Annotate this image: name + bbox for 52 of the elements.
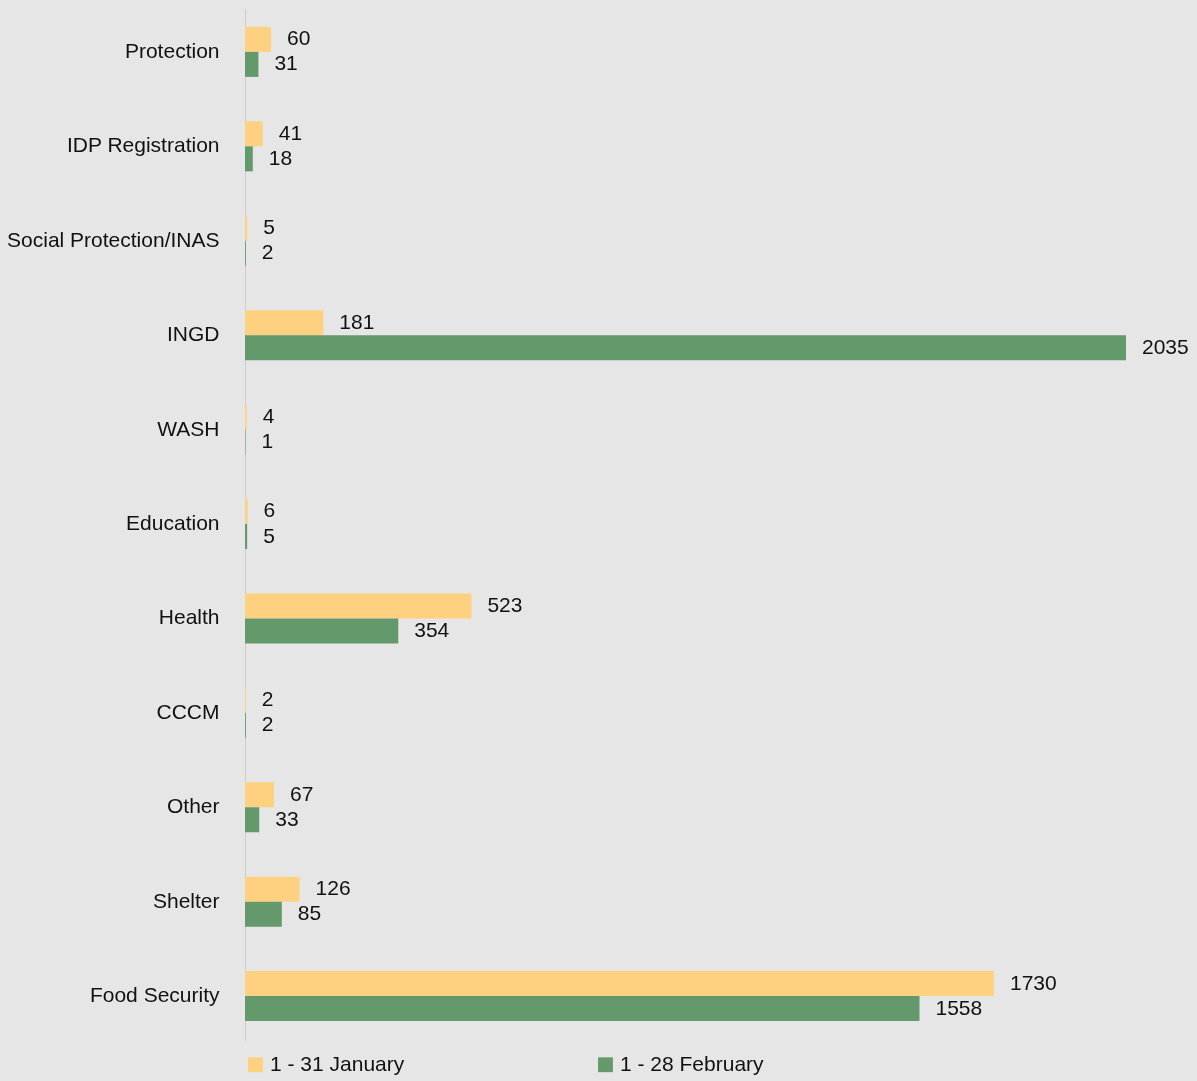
data-label: 67 [290,781,314,805]
bar [245,121,263,147]
data-label: 4 [262,404,275,428]
bar [245,310,324,336]
data-label: 1558 [935,995,983,1019]
bar [245,593,472,619]
y-tick-label: CCCM [156,699,220,723]
y-tick-label: IDP Registration [66,133,220,157]
bar [245,782,275,808]
data-label: 523 [487,592,523,616]
bar [245,335,1126,361]
data-label: 2 [261,687,274,711]
data-label: 2035 [1142,334,1189,358]
data-label: 5 [263,523,275,547]
y-tick-label: Food Security [89,983,220,1007]
y-tick-label: Social Protection/INAS [7,227,220,251]
data-label: 60 [286,26,311,50]
data-label: 18 [268,145,293,169]
bar [245,498,248,524]
bar [245,971,994,997]
data-label: 33 [275,806,299,830]
bar [245,996,920,1022]
data-label: 1730 [1009,970,1057,994]
data-label: 5 [263,215,275,239]
y-tick-label: Education [126,511,220,534]
data-label: 2 [261,240,274,264]
data-label: 41 [278,120,303,144]
bar [245,524,248,550]
data-label: 354 [414,617,450,641]
y-tick-label: Shelter [152,888,220,912]
bar [245,901,282,927]
y-tick-label: Protection [124,38,220,62]
bar [245,215,248,241]
y-tick-label: Health [158,605,220,629]
data-label: 126 [315,876,351,900]
bar [245,146,253,172]
data-label: 1 [261,429,274,453]
bar [245,618,399,644]
data-label: 181 [339,309,375,333]
bar [245,876,300,902]
data-label: 2 [261,712,274,736]
bar [245,807,260,833]
legend-label: 1 - 31 January [270,1051,405,1075]
bar [245,51,259,77]
y-tick-label: WASH [157,416,220,440]
y-tick-label: Other [166,794,220,818]
data-label: 6 [263,498,276,522]
data-label: 85 [297,901,322,925]
legend-label: 1 - 28 February [620,1051,765,1075]
data-label: 31 [274,51,298,75]
bar [245,26,271,52]
y-tick-label: INGD [167,322,220,346]
